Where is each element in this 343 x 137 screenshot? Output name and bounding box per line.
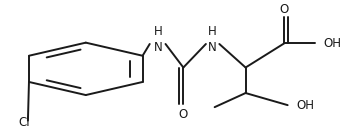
Text: N: N <box>154 41 163 54</box>
Text: H: H <box>154 25 163 38</box>
Text: H: H <box>208 25 217 38</box>
Text: OH: OH <box>323 37 341 50</box>
Text: O: O <box>179 108 188 121</box>
Text: N: N <box>208 41 217 54</box>
Text: OH: OH <box>296 99 314 112</box>
Text: Cl: Cl <box>19 116 30 129</box>
Text: O: O <box>280 3 289 16</box>
